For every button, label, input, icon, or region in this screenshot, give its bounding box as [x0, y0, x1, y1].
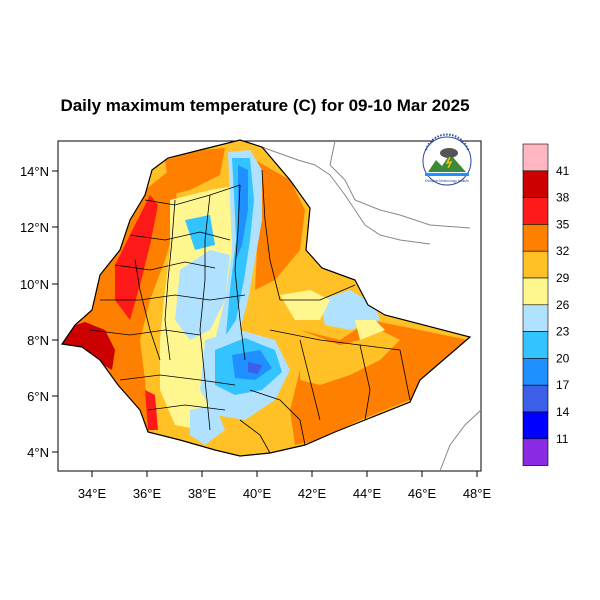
y-tick-label: 8°N — [27, 333, 49, 348]
colorbar-swatch — [522, 143, 549, 172]
colorbar-label: 17 — [556, 378, 570, 392]
colorbar-swatch — [522, 331, 549, 359]
institute-logo: Ethiopian Meteorology Institute — [422, 133, 472, 186]
colorbar-swatch — [522, 224, 549, 252]
colorbar-swatch — [522, 250, 549, 279]
colorbar-swatch — [522, 358, 549, 386]
colorbar-swatch — [522, 384, 549, 413]
colorbar-label: 35 — [556, 217, 570, 231]
x-tick-label: 38°E — [188, 486, 217, 501]
logo-text: Ethiopian Meteorology Institute — [425, 179, 469, 183]
y-tick-label: 4°N — [27, 445, 49, 460]
x-tick-label: 40°E — [243, 486, 272, 501]
y-axis-ticks — [52, 170, 58, 453]
colorbar-label: 26 — [556, 298, 570, 312]
y-tick-label: 10°N — [20, 277, 49, 292]
zone-boundaries — [89, 169, 411, 454]
y-axis-labels: 14°N 12°N 10°N 8°N 6°N 4°N — [20, 164, 49, 460]
colorbar-label: 38 — [556, 191, 570, 205]
y-tick-label: 14°N — [20, 164, 49, 179]
colorbar-label: 23 — [556, 325, 570, 339]
x-tick-label: 42°E — [298, 486, 327, 501]
x-tick-label: 46°E — [408, 486, 437, 501]
colorbar-label: 14 — [556, 405, 570, 419]
x-axis-labels: 34°E 36°E 38°E 40°E 42°E 44°E 46°E 48°E — [78, 486, 492, 501]
x-tick-label: 36°E — [133, 486, 162, 501]
y-tick-label: 12°N — [20, 220, 49, 235]
map-title: Daily maximum temperature (C) for 09-10 … — [60, 96, 470, 115]
x-tick-label: 48°E — [463, 486, 492, 501]
colorbar-swatch — [522, 411, 549, 440]
colorbar-swatch — [522, 170, 549, 198]
x-axis-ticks — [91, 471, 478, 477]
colorbar-label: 32 — [556, 244, 570, 258]
colorbar-swatch — [522, 277, 549, 306]
colorbar: 41 38 35 32 29 26 23 20 17 14 11 — [522, 143, 570, 466]
colorbar-label: 20 — [556, 351, 570, 365]
colorbar-swatch — [522, 304, 549, 332]
colorbar-label: 29 — [556, 271, 570, 285]
x-tick-label: 34°E — [78, 486, 107, 501]
colorbar-swatch — [522, 197, 549, 225]
colorbar-swatch — [522, 438, 549, 466]
y-tick-label: 6°N — [27, 389, 49, 404]
colorbar-label: 11 — [556, 432, 569, 446]
x-tick-label: 44°E — [353, 486, 382, 501]
colorbar-label: 41 — [556, 164, 570, 178]
